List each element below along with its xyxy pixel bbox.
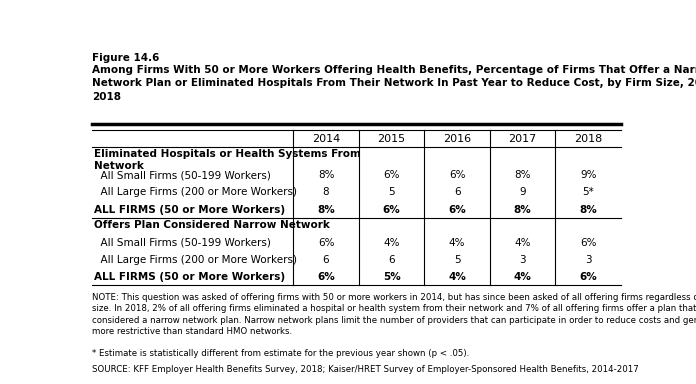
Text: 9%: 9% (580, 170, 596, 180)
Text: 5*: 5* (583, 187, 594, 197)
Text: 6: 6 (323, 255, 329, 265)
Text: 8%: 8% (514, 170, 531, 180)
Text: 2017: 2017 (509, 134, 537, 144)
Text: 8: 8 (323, 187, 329, 197)
Text: 6%: 6% (448, 205, 466, 215)
Text: NOTE: This question was asked of offering firms with 50 or more workers in 2014,: NOTE: This question was asked of offerin… (93, 293, 696, 336)
Text: SOURCE: KFF Employer Health Benefits Survey, 2018; Kaiser/HRET Survey of Employe: SOURCE: KFF Employer Health Benefits Sur… (93, 365, 639, 374)
Text: 6%: 6% (580, 237, 596, 248)
Text: All Large Firms (200 or More Workers): All Large Firms (200 or More Workers) (94, 255, 297, 265)
Text: 9: 9 (519, 187, 526, 197)
Text: * Estimate is statistically different from estimate for the previous year shown : * Estimate is statistically different fr… (93, 349, 470, 358)
Text: 4%: 4% (514, 272, 532, 282)
Text: All Large Firms (200 or More Workers): All Large Firms (200 or More Workers) (94, 187, 297, 197)
Text: 5: 5 (454, 255, 461, 265)
Text: Figure 14.6: Figure 14.6 (93, 53, 160, 63)
Text: Among Firms With 50 or More Workers Offering Health Benefits, Percentage of Firm: Among Firms With 50 or More Workers Offe… (93, 65, 696, 102)
Text: 4%: 4% (514, 237, 531, 248)
Text: All Small Firms (50-199 Workers): All Small Firms (50-199 Workers) (94, 170, 271, 180)
Text: 2016: 2016 (443, 134, 471, 144)
Text: 2014: 2014 (312, 134, 340, 144)
Text: 2018: 2018 (574, 134, 602, 144)
Text: 4%: 4% (448, 272, 466, 282)
Text: 6%: 6% (449, 170, 466, 180)
Text: 2015: 2015 (377, 134, 406, 144)
Text: 6%: 6% (383, 205, 400, 215)
Text: Eliminated Hospitals or Health Systems From
Network: Eliminated Hospitals or Health Systems F… (94, 149, 361, 171)
Text: 6: 6 (388, 255, 395, 265)
Text: 5: 5 (388, 187, 395, 197)
Text: All Small Firms (50-199 Workers): All Small Firms (50-199 Workers) (94, 237, 271, 248)
Text: Offers Plan Considered Narrow Network: Offers Plan Considered Narrow Network (94, 220, 330, 230)
Text: 3: 3 (585, 255, 592, 265)
Text: 4%: 4% (383, 237, 400, 248)
Text: 8%: 8% (514, 205, 532, 215)
Text: 6%: 6% (318, 237, 334, 248)
Text: 5%: 5% (383, 272, 400, 282)
Text: 8%: 8% (317, 205, 335, 215)
Text: 6%: 6% (317, 272, 335, 282)
Text: ALL FIRMS (50 or More Workers): ALL FIRMS (50 or More Workers) (94, 205, 285, 215)
Text: ALL FIRMS (50 or More Workers): ALL FIRMS (50 or More Workers) (94, 272, 285, 282)
Text: 8%: 8% (579, 205, 597, 215)
Text: 6%: 6% (383, 170, 400, 180)
Text: 4%: 4% (449, 237, 466, 248)
Text: 6: 6 (454, 187, 461, 197)
Text: 6%: 6% (579, 272, 597, 282)
Text: 8%: 8% (318, 170, 334, 180)
Text: 3: 3 (519, 255, 526, 265)
